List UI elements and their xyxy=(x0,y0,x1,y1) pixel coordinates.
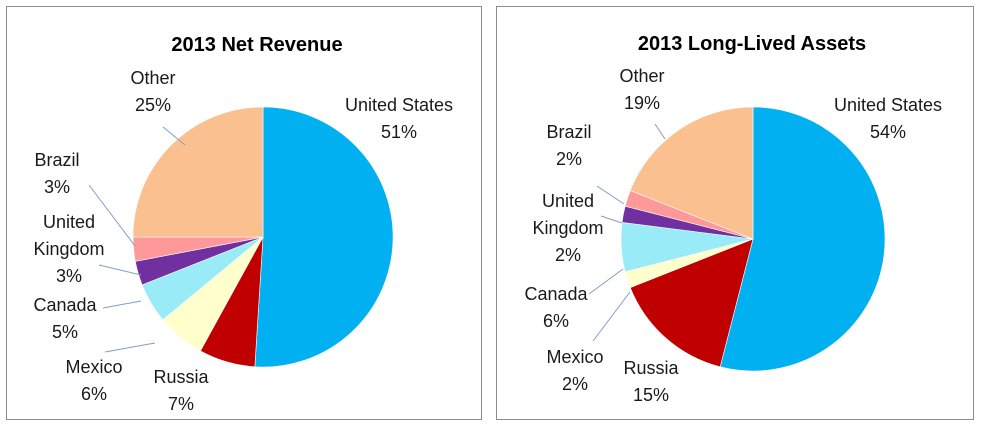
leader-line-other xyxy=(162,126,186,146)
net-revenue-chart-panel: 2013 Net Revenue United States 51% Russia 7… xyxy=(6,6,482,420)
slice-label-mexico: Mexico 6% xyxy=(65,357,122,404)
slice-label-brazil: Brazil 2% xyxy=(546,122,591,169)
slice-label-canada: Canada 6% xyxy=(524,284,588,331)
leader-line-brazil xyxy=(596,185,625,205)
leader-line-other xyxy=(654,123,666,140)
leader-line-united-kingdom xyxy=(98,264,142,276)
slice-label-other: Other 19% xyxy=(619,66,664,113)
slice-label-mexico: Mexico 2% xyxy=(546,347,603,394)
leader-line-united-kingdom xyxy=(600,215,623,224)
chart-title: 2013 Long-Lived Assets xyxy=(638,33,866,55)
leader-line-brazil xyxy=(88,184,136,247)
slice-label-brazil: Brazil 3% xyxy=(34,150,79,197)
pie-slice-other xyxy=(132,106,264,238)
net-revenue-pie-chart: 2013 Net Revenue United States 51% Russia 7… xyxy=(33,34,453,414)
pie-slice-united-states xyxy=(254,106,394,368)
slice-label-russia: Russia 15% xyxy=(623,358,679,405)
chart-title: 2013 Net Revenue xyxy=(171,34,342,56)
slice-label-united-states: United States 54% xyxy=(834,95,942,142)
slice-label-united-states: United States 51% xyxy=(345,95,453,142)
slice-label-canada: Canada 5% xyxy=(33,295,97,342)
long-lived-assets-chart-panel: 2013 Long-Lived Assets United States 54% R… xyxy=(496,6,974,420)
leader-line-canada xyxy=(588,268,624,295)
slice-label-other: Other 25% xyxy=(130,68,175,115)
leader-line-canada xyxy=(102,300,142,309)
pie-slice-other xyxy=(629,106,754,240)
long-lived-assets-pie-chart: 2013 Long-Lived Assets United States 54% R… xyxy=(524,33,942,405)
slice-label-russia: Russia 7% xyxy=(153,367,209,414)
pie-slice-united-states xyxy=(719,106,886,372)
slice-label-united-kingdom: United Kingdom 2% xyxy=(532,191,603,265)
slice-label-united-kingdom: United Kingdom 3% xyxy=(33,212,104,286)
leader-line-mexico xyxy=(592,291,631,342)
pie-slice-russia xyxy=(629,238,754,368)
leader-line-mexico xyxy=(104,342,156,353)
